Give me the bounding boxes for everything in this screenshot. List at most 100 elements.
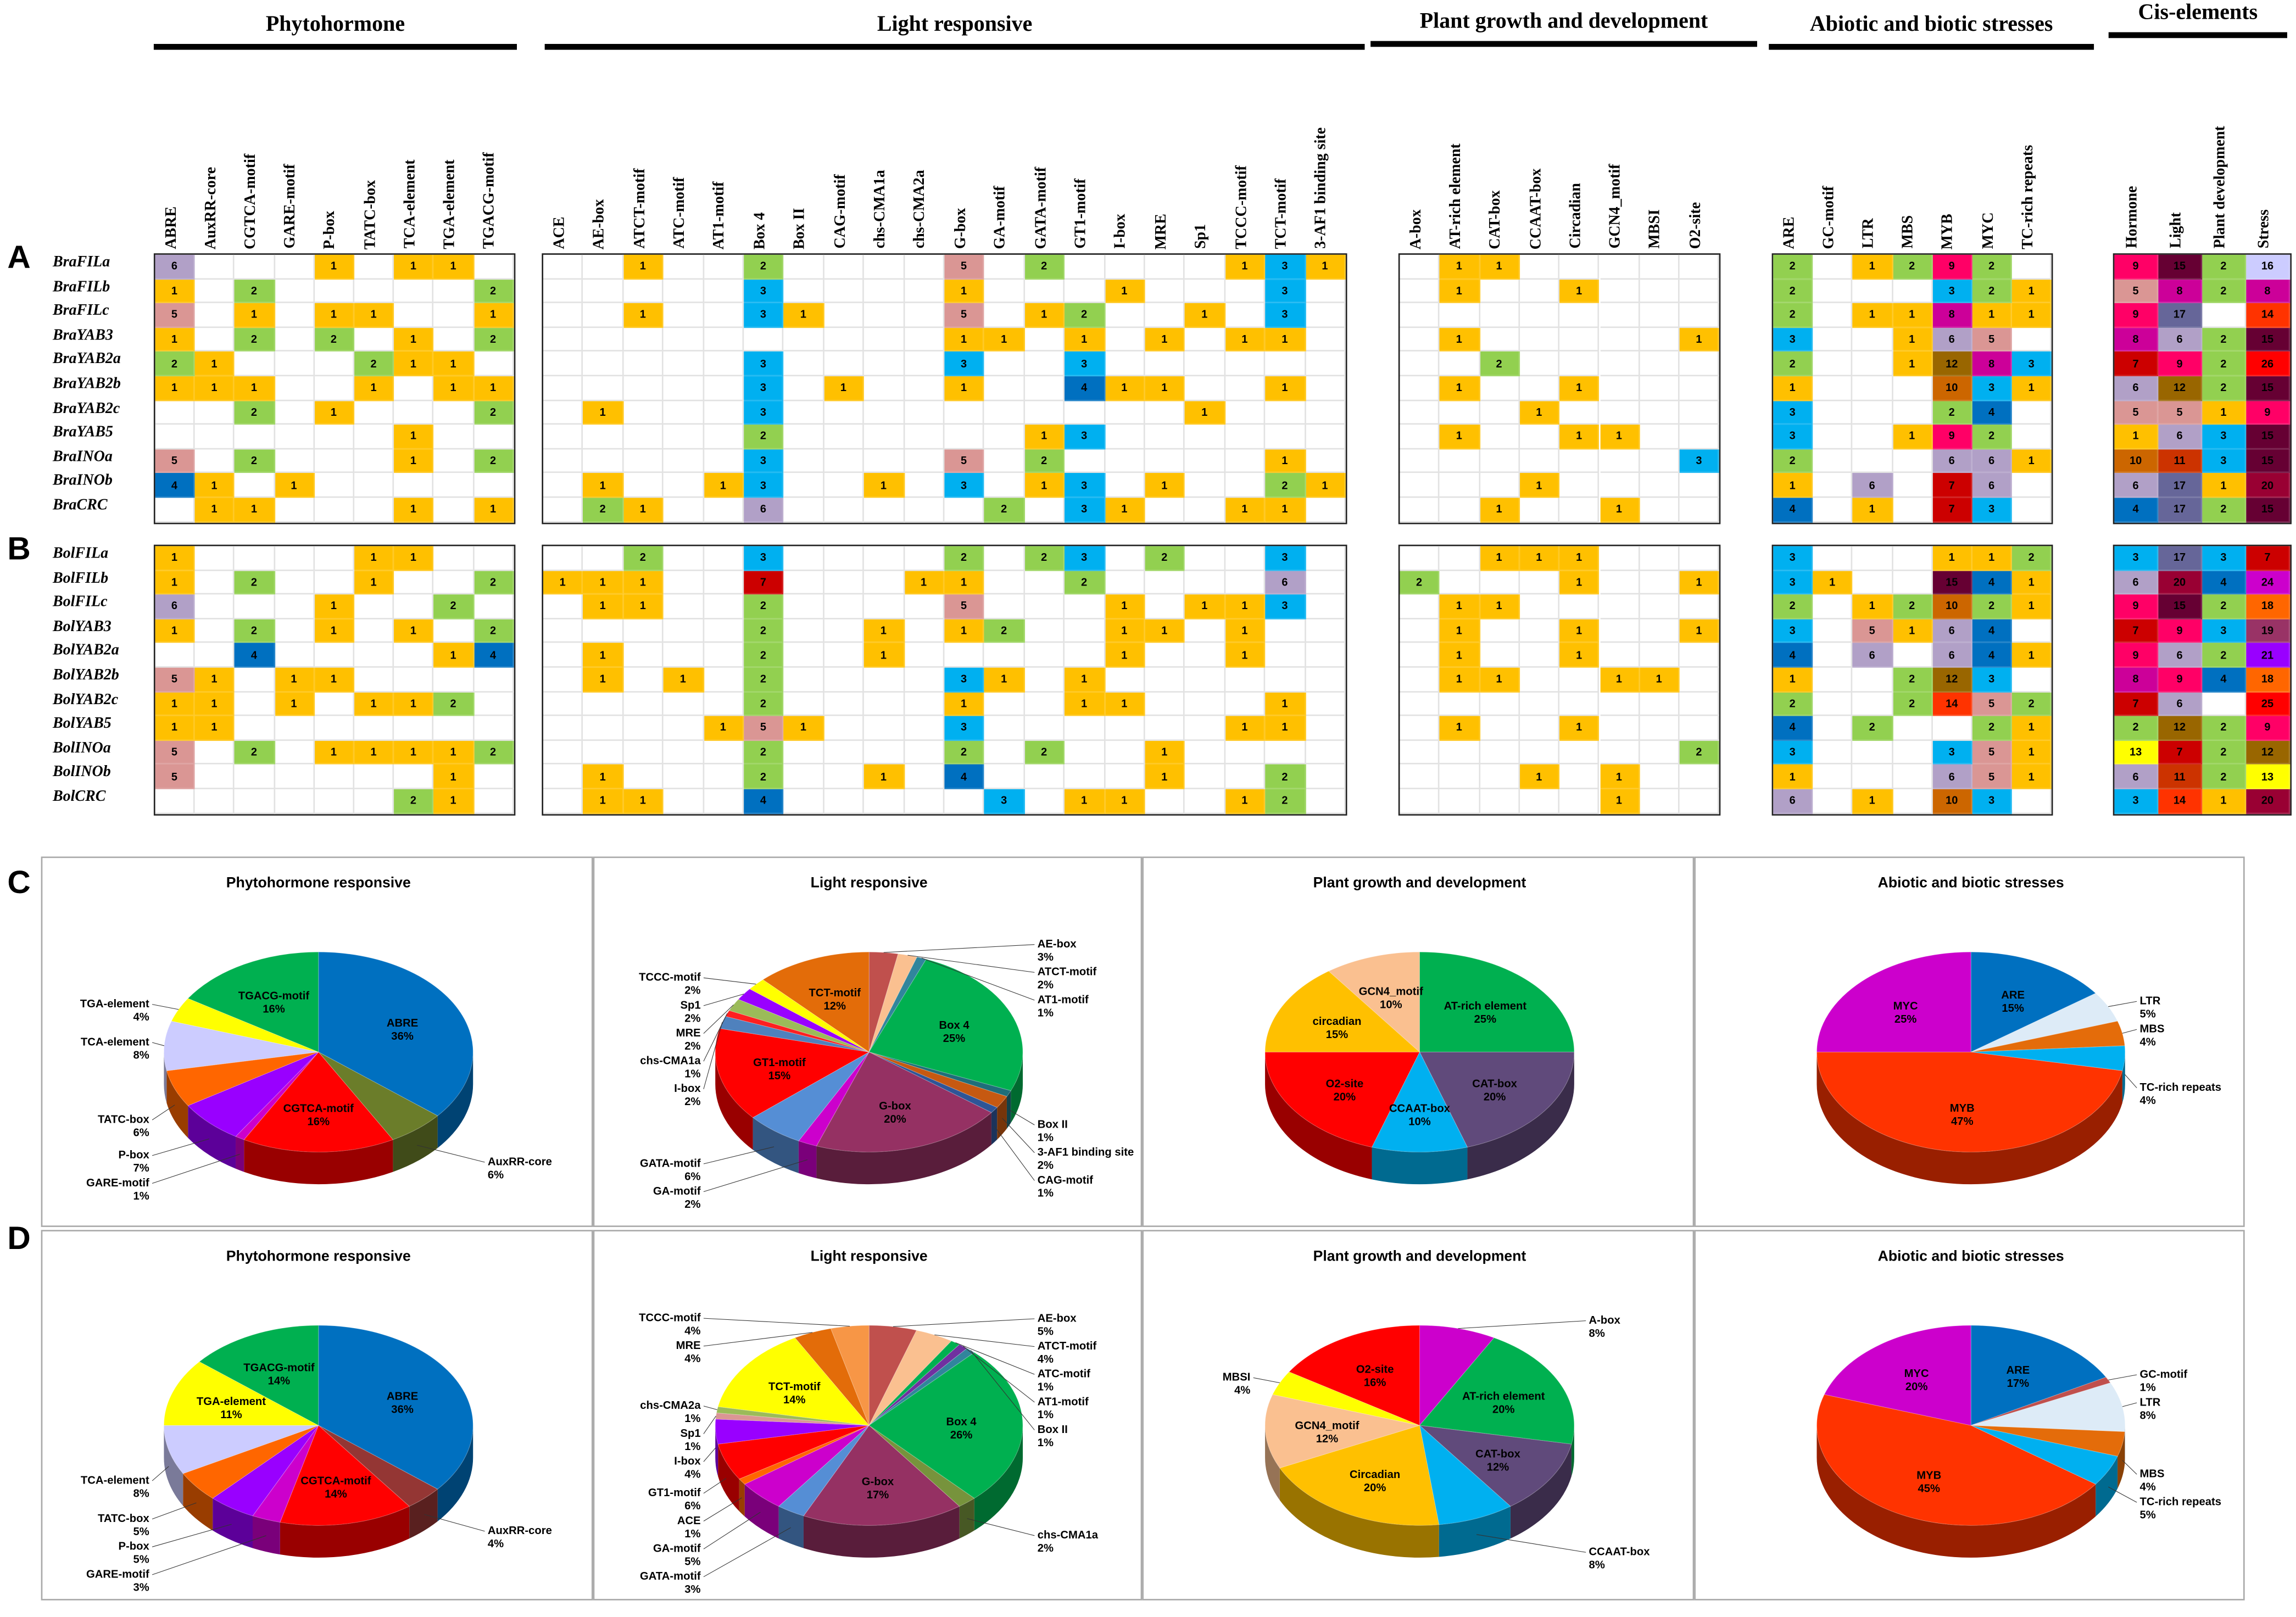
slice-percent: 47%	[1951, 1116, 1974, 1128]
heatmap-cell	[1480, 789, 1520, 814]
heatmap-cell	[1440, 449, 1480, 474]
heatmap-cell: 10	[1932, 376, 1972, 401]
heatmap-cell	[944, 425, 985, 449]
pie-slice	[725, 1010, 870, 1052]
heatmap-cell: 3	[1773, 740, 1813, 765]
pie-chart: Abiotic and biotic stresses ARE 17% GC-moti…	[1816, 1247, 2221, 1558]
slice-label: O2-site	[1356, 1363, 1394, 1375]
heatmap-cell	[1519, 327, 1560, 352]
heatmap-cell	[824, 473, 865, 498]
heatmap-cell: 1	[2012, 716, 2052, 741]
heatmap-cell: 2	[1773, 352, 1813, 377]
slice-label: TATC-box	[98, 1513, 149, 1525]
heatmap-cell	[704, 765, 744, 789]
column-header: MYC	[1980, 212, 1997, 249]
slice-percent: 1%	[1038, 1409, 1054, 1421]
heatmap-cell	[434, 716, 474, 741]
heatmap-cell: 1	[1024, 473, 1065, 498]
heatmap-cell: 1	[1480, 254, 1520, 280]
heatmap-cell	[1265, 643, 1306, 668]
pie-slice	[1816, 1394, 2097, 1526]
slice-percent: 5%	[2139, 1509, 2155, 1521]
leader-line	[1008, 1109, 1035, 1125]
slice-label: ABRE	[387, 1017, 418, 1029]
heatmap-cell	[155, 425, 196, 449]
heatmap-cell	[354, 254, 394, 280]
heatmap-cell	[1265, 667, 1306, 692]
pie-slice-side	[164, 1425, 183, 1506]
pie-slice	[1371, 1051, 1468, 1152]
heatmap-cell	[1892, 498, 1933, 522]
heatmap-cell	[1105, 449, 1145, 474]
heatmap-cell	[1225, 546, 1266, 571]
heatmap-cell	[1185, 789, 1225, 814]
heatmap-cell: 4	[1972, 619, 2013, 644]
heatmap-cell: 1	[864, 643, 905, 668]
slice-label: MRE	[676, 1027, 701, 1039]
slice-percent: 20%	[1484, 1091, 1506, 1103]
heatmap-cell	[1225, 279, 1266, 304]
heatmap-cell	[275, 498, 315, 522]
slice-percent: 15%	[2002, 1002, 2024, 1014]
heatmap-cell	[904, 498, 945, 522]
heatmap-cell: 3	[744, 473, 784, 498]
heatmap-cell: 15	[1932, 570, 1972, 595]
leader-line	[703, 1527, 791, 1577]
heatmap-cell	[1679, 279, 1720, 304]
column-header: Hormone	[2125, 186, 2141, 249]
heatmap-cell	[1679, 594, 1720, 620]
heatmap-cell	[1640, 570, 1680, 595]
heatmap-cell: 10	[1932, 789, 1972, 814]
heatmap-cell	[1559, 400, 1600, 425]
heatmap-cell: 1	[1932, 546, 1972, 571]
pie-slice	[803, 1425, 960, 1526]
heatmap-table-growth	[1398, 253, 1721, 524]
slice-label: MYC	[1893, 1000, 1918, 1012]
heatmap-cell: 4	[1773, 643, 1813, 668]
heatmap-cell	[1813, 327, 1853, 352]
heatmap-cell: 1	[1773, 667, 1813, 692]
slice-label: TCT-motif	[768, 1381, 821, 1393]
heatmap-cell	[195, 570, 235, 595]
heatmap-cell	[1105, 352, 1145, 377]
heatmap-cell	[235, 667, 275, 692]
heatmap-cell	[904, 473, 945, 498]
heatmap-cell	[354, 473, 394, 498]
group-underline	[2108, 32, 2287, 38]
heatmap-cell: 4	[155, 473, 196, 498]
heatmap-cell	[314, 716, 355, 741]
heatmap-cell	[235, 352, 275, 377]
heatmap-cell	[623, 376, 664, 401]
heatmap-cell	[1305, 716, 1346, 741]
heatmap-cell: 1	[1105, 498, 1145, 522]
slice-percent: 4%	[2139, 1036, 2155, 1049]
heatmap-cell	[314, 570, 355, 595]
heatmap-cell: 2	[744, 692, 784, 717]
heatmap-cell: 13	[2114, 740, 2159, 765]
heatmap-cell: 1	[1853, 789, 1893, 814]
gene-label: BraINOb	[52, 473, 113, 490]
heatmap-cell	[984, 594, 1025, 620]
group-title-phyto: Phytohormone	[265, 13, 405, 37]
heatmap-cell	[864, 449, 905, 474]
heatmap-cell	[623, 740, 664, 765]
heatmap-cell	[904, 594, 945, 620]
slice-label: chs-CMA1a	[640, 1055, 701, 1067]
heatmap-cell	[1480, 716, 1520, 741]
heatmap-cell	[1892, 376, 1933, 401]
heatmap-cell	[1065, 643, 1105, 668]
heatmap-cell	[1600, 473, 1640, 498]
heatmap-cell	[1185, 643, 1225, 668]
heatmap-cell	[1185, 425, 1225, 449]
slice-percent: 1%	[684, 1528, 700, 1540]
heatmap-cell	[1559, 667, 1600, 692]
heatmap-cell: 3	[2202, 425, 2247, 449]
heatmap-cell	[473, 473, 514, 498]
heatmap-cell	[2012, 619, 2052, 644]
column-header: Box II	[792, 207, 809, 249]
heatmap-cell	[1519, 498, 1560, 522]
slice-label: CGTCA-motif	[300, 1475, 371, 1487]
heatmap-cell	[784, 327, 824, 352]
heatmap-cell: 1	[1600, 498, 1640, 522]
heatmap-cell	[1440, 765, 1480, 789]
